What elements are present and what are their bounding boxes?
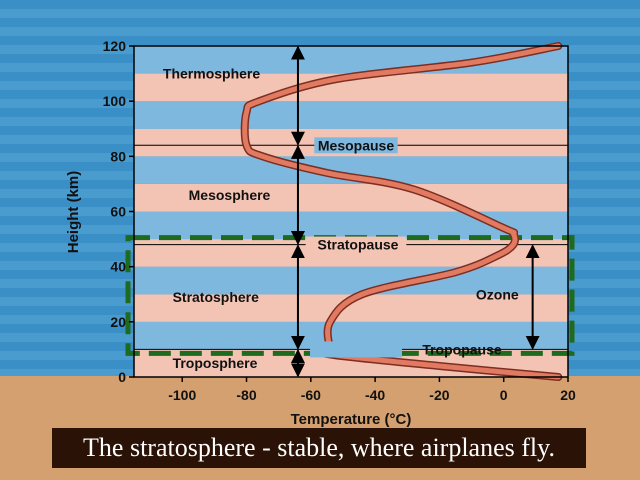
y-tick-label: 20 xyxy=(110,314,126,330)
boundary-label: Tropopause xyxy=(422,341,502,357)
annotation-label: Ozone xyxy=(476,286,519,302)
x-tick-label: -80 xyxy=(236,387,256,403)
plot-band xyxy=(134,266,568,295)
y-tick-label: 0 xyxy=(118,369,126,385)
layer-label: Thermosphere xyxy=(163,66,260,82)
boundary-label-bg xyxy=(314,137,398,154)
layer-label: Stratosphere xyxy=(173,289,260,305)
y-tick-label: 40 xyxy=(110,259,126,275)
layer-label: Troposphere xyxy=(173,355,258,371)
x-axis-label: Temperature (°C) xyxy=(291,411,412,428)
x-tick-label: -60 xyxy=(301,387,321,403)
x-tick-label: -20 xyxy=(429,387,449,403)
x-tick-label: 0 xyxy=(500,387,508,403)
x-tick-label: -100 xyxy=(168,387,196,403)
boundary-label: Stratopause xyxy=(318,237,399,253)
y-tick-label: 80 xyxy=(110,148,126,164)
y-tick-label: 120 xyxy=(103,38,127,54)
boundary-label-bg xyxy=(305,236,407,253)
plot-band xyxy=(134,183,568,212)
x-tick-label: -40 xyxy=(365,387,385,403)
plot-bands xyxy=(134,46,568,377)
boundary-label: Mesopause xyxy=(318,137,394,153)
y-axis-label: Height (km) xyxy=(65,171,82,254)
x-tick-label: 20 xyxy=(560,387,576,403)
y-tick-label: 60 xyxy=(110,204,126,220)
caption-text: The stratosphere - stable, where airplan… xyxy=(83,433,555,462)
y-tick-label: 100 xyxy=(103,93,127,109)
plot-band xyxy=(134,101,568,129)
caption-box: The stratosphere - stable, where airplan… xyxy=(52,428,586,468)
boundary-label-bg xyxy=(310,341,402,358)
layer-label: Mesosphere xyxy=(189,187,271,203)
